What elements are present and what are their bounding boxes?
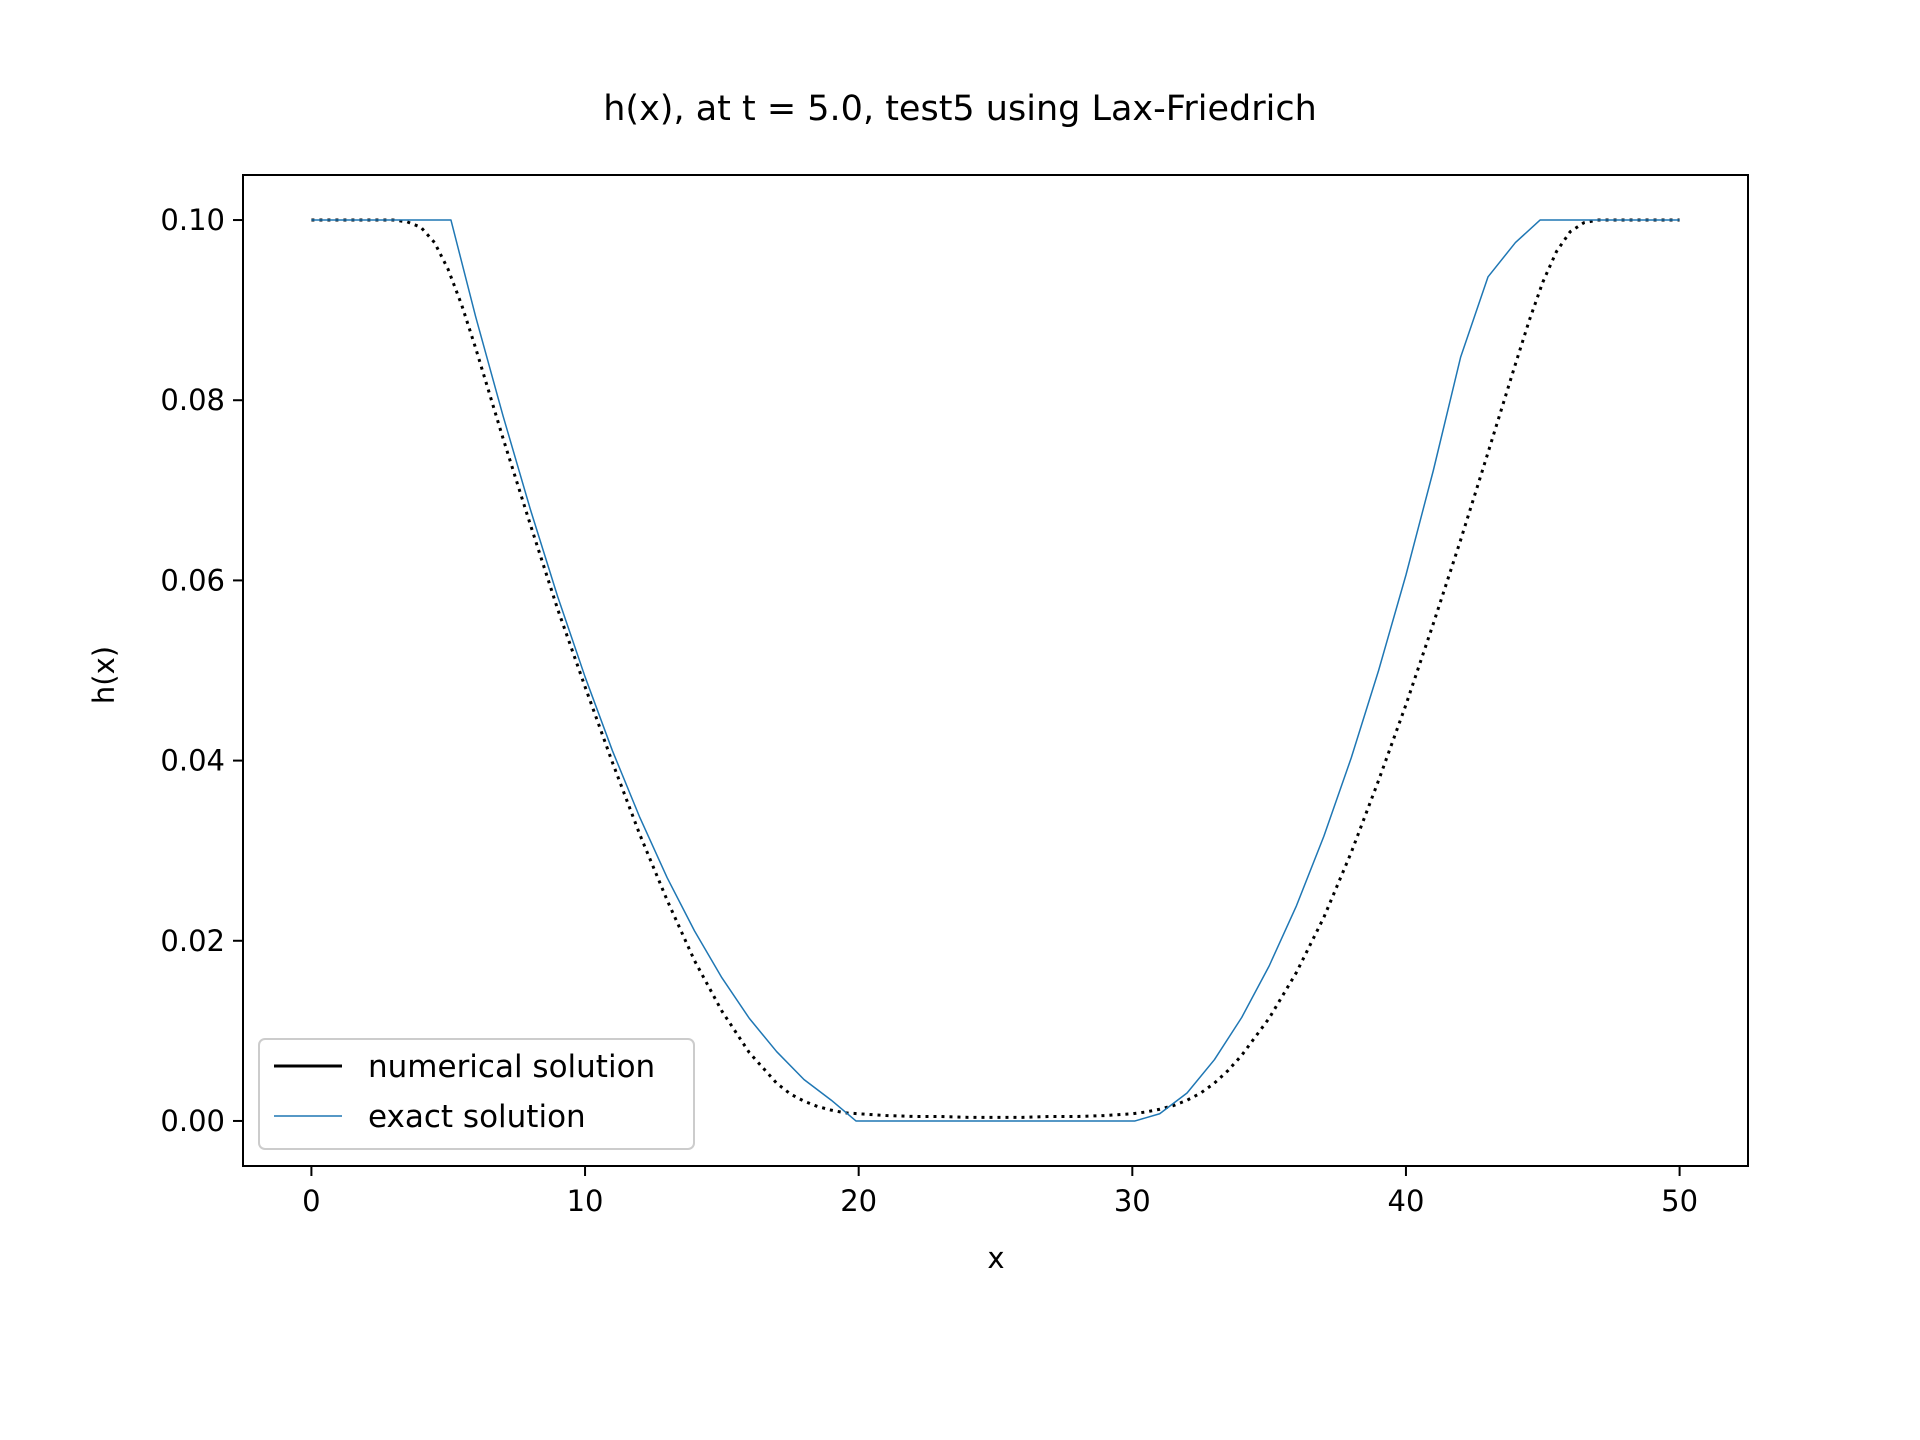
y-tick-label: 0.00 <box>160 1104 225 1138</box>
legend: numerical solution exact solution <box>258 1038 695 1150</box>
legend-label-numerical: numerical solution <box>368 1049 655 1085</box>
y-tick-label: 0.04 <box>160 744 225 778</box>
x-axis-label: x <box>987 1241 1004 1275</box>
x-tick-label: 0 <box>302 1184 320 1218</box>
legend-label-exact: exact solution <box>368 1099 586 1135</box>
x-tick-label: 50 <box>1661 1184 1698 1218</box>
y-axis-ticks: 0.00 0.02 0.04 0.06 0.08 0.10 <box>160 203 243 1138</box>
x-tick-label: 10 <box>567 1184 604 1218</box>
y-tick-label: 0.08 <box>160 383 225 417</box>
y-tick-label: 0.02 <box>160 924 225 958</box>
series-layer <box>311 218 1680 1122</box>
y-tick-label: 0.06 <box>160 563 225 597</box>
legend-box <box>258 1038 695 1150</box>
y-axis-label: h(x) <box>87 646 121 704</box>
x-tick-label: 20 <box>840 1184 877 1218</box>
x-tick-label: 40 <box>1388 1184 1425 1218</box>
x-axis-ticks: 0 10 20 30 40 50 <box>302 1166 1698 1218</box>
chart-title: h(x), at t = 5.0, test5 using Lax-Friedr… <box>603 89 1317 129</box>
x-tick-label: 30 <box>1114 1184 1151 1218</box>
plot-frame <box>242 174 1749 1167</box>
series-exact-solution <box>311 219 1680 1122</box>
y-tick-label: 0.10 <box>160 203 225 237</box>
